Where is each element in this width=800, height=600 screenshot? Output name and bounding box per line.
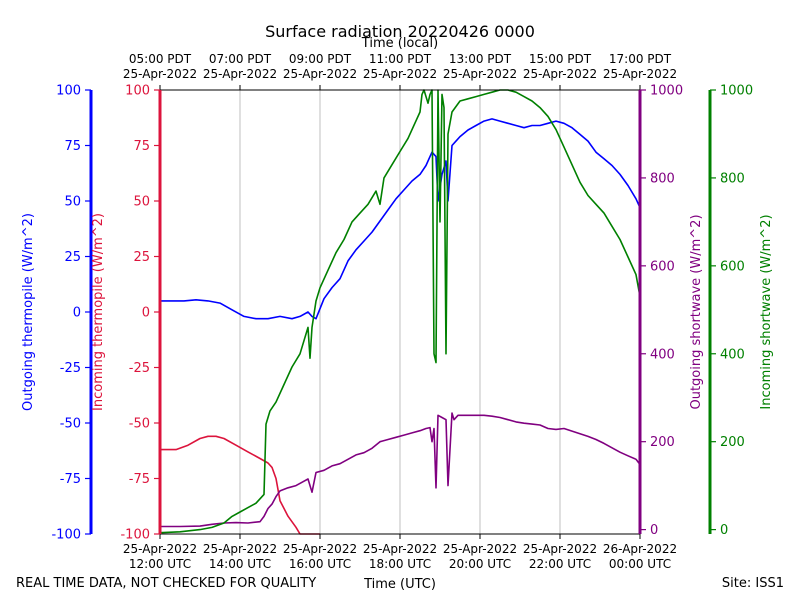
y-tick-label: -75 xyxy=(129,472,150,487)
y-axis-label-outgoing_shortwave: Outgoing shortwave (W/m^2) xyxy=(689,214,704,409)
y-tick-label: -25 xyxy=(129,361,150,376)
x-tick-label: 25-Apr-2022 xyxy=(203,542,277,556)
top-tick-label: 25-Apr-2022 xyxy=(283,67,357,81)
y-tick-label: 75 xyxy=(64,139,81,154)
x-tick-label: 25-Apr-2022 xyxy=(283,542,357,556)
y-tick-label: 50 xyxy=(64,195,81,210)
x-tick-label: 25-Apr-2022 xyxy=(123,542,197,556)
y-tick-label: 600 xyxy=(720,259,745,274)
x-tick-label: 25-Apr-2022 xyxy=(363,542,437,556)
y-tick-label: 1000 xyxy=(650,84,683,99)
x-tick-label: 22:00 UTC xyxy=(529,557,591,571)
top-tick-label: 11:00 PDT xyxy=(369,52,432,66)
top-tick-label: 25-Apr-2022 xyxy=(603,67,677,81)
top-tick-label: 25-Apr-2022 xyxy=(363,67,437,81)
y-tick-label: 200 xyxy=(720,435,745,450)
y-tick-label: -50 xyxy=(60,417,81,432)
y-axis-label-incoming_thermopile: Incoming thermopile (W/m^2) xyxy=(91,213,106,411)
y-tick-label: -25 xyxy=(60,361,81,376)
series-line-outgoing_shortwave xyxy=(160,412,641,528)
top-tick-label: 05:00 PDT xyxy=(129,52,192,66)
y-tick-label: 0 xyxy=(73,306,81,321)
x-tick-label: 25-Apr-2022 xyxy=(523,542,597,556)
top-tick-label: 25-Apr-2022 xyxy=(443,67,517,81)
y-tick-label: -50 xyxy=(129,417,150,432)
y-axis-label-incoming_shortwave: Incoming shortwave (W/m^2) xyxy=(759,214,774,409)
y-tick-label: 50 xyxy=(133,195,150,210)
y-tick-label: 400 xyxy=(650,347,675,362)
y-tick-label: 0 xyxy=(650,523,658,538)
x-tick-label: 14:00 UTC xyxy=(209,557,271,571)
x-tick-label: 16:00 UTC xyxy=(289,557,351,571)
y-tick-label: 100 xyxy=(56,84,81,99)
y-tick-label: -100 xyxy=(120,528,150,543)
top-tick-label: 17:00 PDT xyxy=(609,52,672,66)
chart-title: Surface radiation 20220426 0000 xyxy=(265,22,535,41)
top-tick-label: 07:00 PDT xyxy=(209,52,272,66)
y-tick-label: 0 xyxy=(142,306,150,321)
y-tick-label: 25 xyxy=(133,250,150,265)
top-tick-label: 25-Apr-2022 xyxy=(523,67,597,81)
y-tick-label: 800 xyxy=(720,171,745,186)
bottom-axis-label: Time (UTC) xyxy=(363,577,436,592)
top-tick-label: 25-Apr-2022 xyxy=(123,67,197,81)
quality-disclaimer: REAL TIME DATA, NOT CHECKED FOR QUALITY xyxy=(16,576,316,591)
site-label: Site: ISS1 xyxy=(722,576,784,591)
y-tick-label: 200 xyxy=(650,435,675,450)
gridlines xyxy=(239,90,561,534)
x-tick-label: 18:00 UTC xyxy=(369,557,431,571)
top-tick-label: 09:00 PDT xyxy=(289,52,352,66)
y-tick-label: 0 xyxy=(720,523,728,538)
y-tick-label: 800 xyxy=(650,171,675,186)
x-tick-label: 12:00 UTC xyxy=(129,557,191,571)
y-tick-label: 1000 xyxy=(720,84,753,99)
y-tick-label: 400 xyxy=(720,347,745,362)
y-tick-label: 100 xyxy=(125,84,150,99)
y-tick-label: 600 xyxy=(650,259,675,274)
y-axis-label-outgoing_thermopile: Outgoing thermopile (W/m^2) xyxy=(21,213,36,411)
top-tick-label: 25-Apr-2022 xyxy=(203,67,277,81)
top-tick-label: 13:00 PDT xyxy=(449,52,512,66)
top-axis-label: Time (local) xyxy=(361,36,438,51)
y-tick-label: 25 xyxy=(64,250,81,265)
series-line-incoming_thermopile xyxy=(160,435,320,535)
y-tick-label: 75 xyxy=(133,139,150,154)
y-tick-label: -100 xyxy=(51,528,81,543)
x-tick-label: 26-Apr-2022 xyxy=(603,542,677,556)
x-tick-label: 00:00 UTC xyxy=(609,557,671,571)
x-tick-label: 25-Apr-2022 xyxy=(443,542,517,556)
y-tick-label: -75 xyxy=(60,472,81,487)
x-tick-label: 20:00 UTC xyxy=(449,557,511,571)
top-tick-label: 15:00 PDT xyxy=(529,52,592,66)
